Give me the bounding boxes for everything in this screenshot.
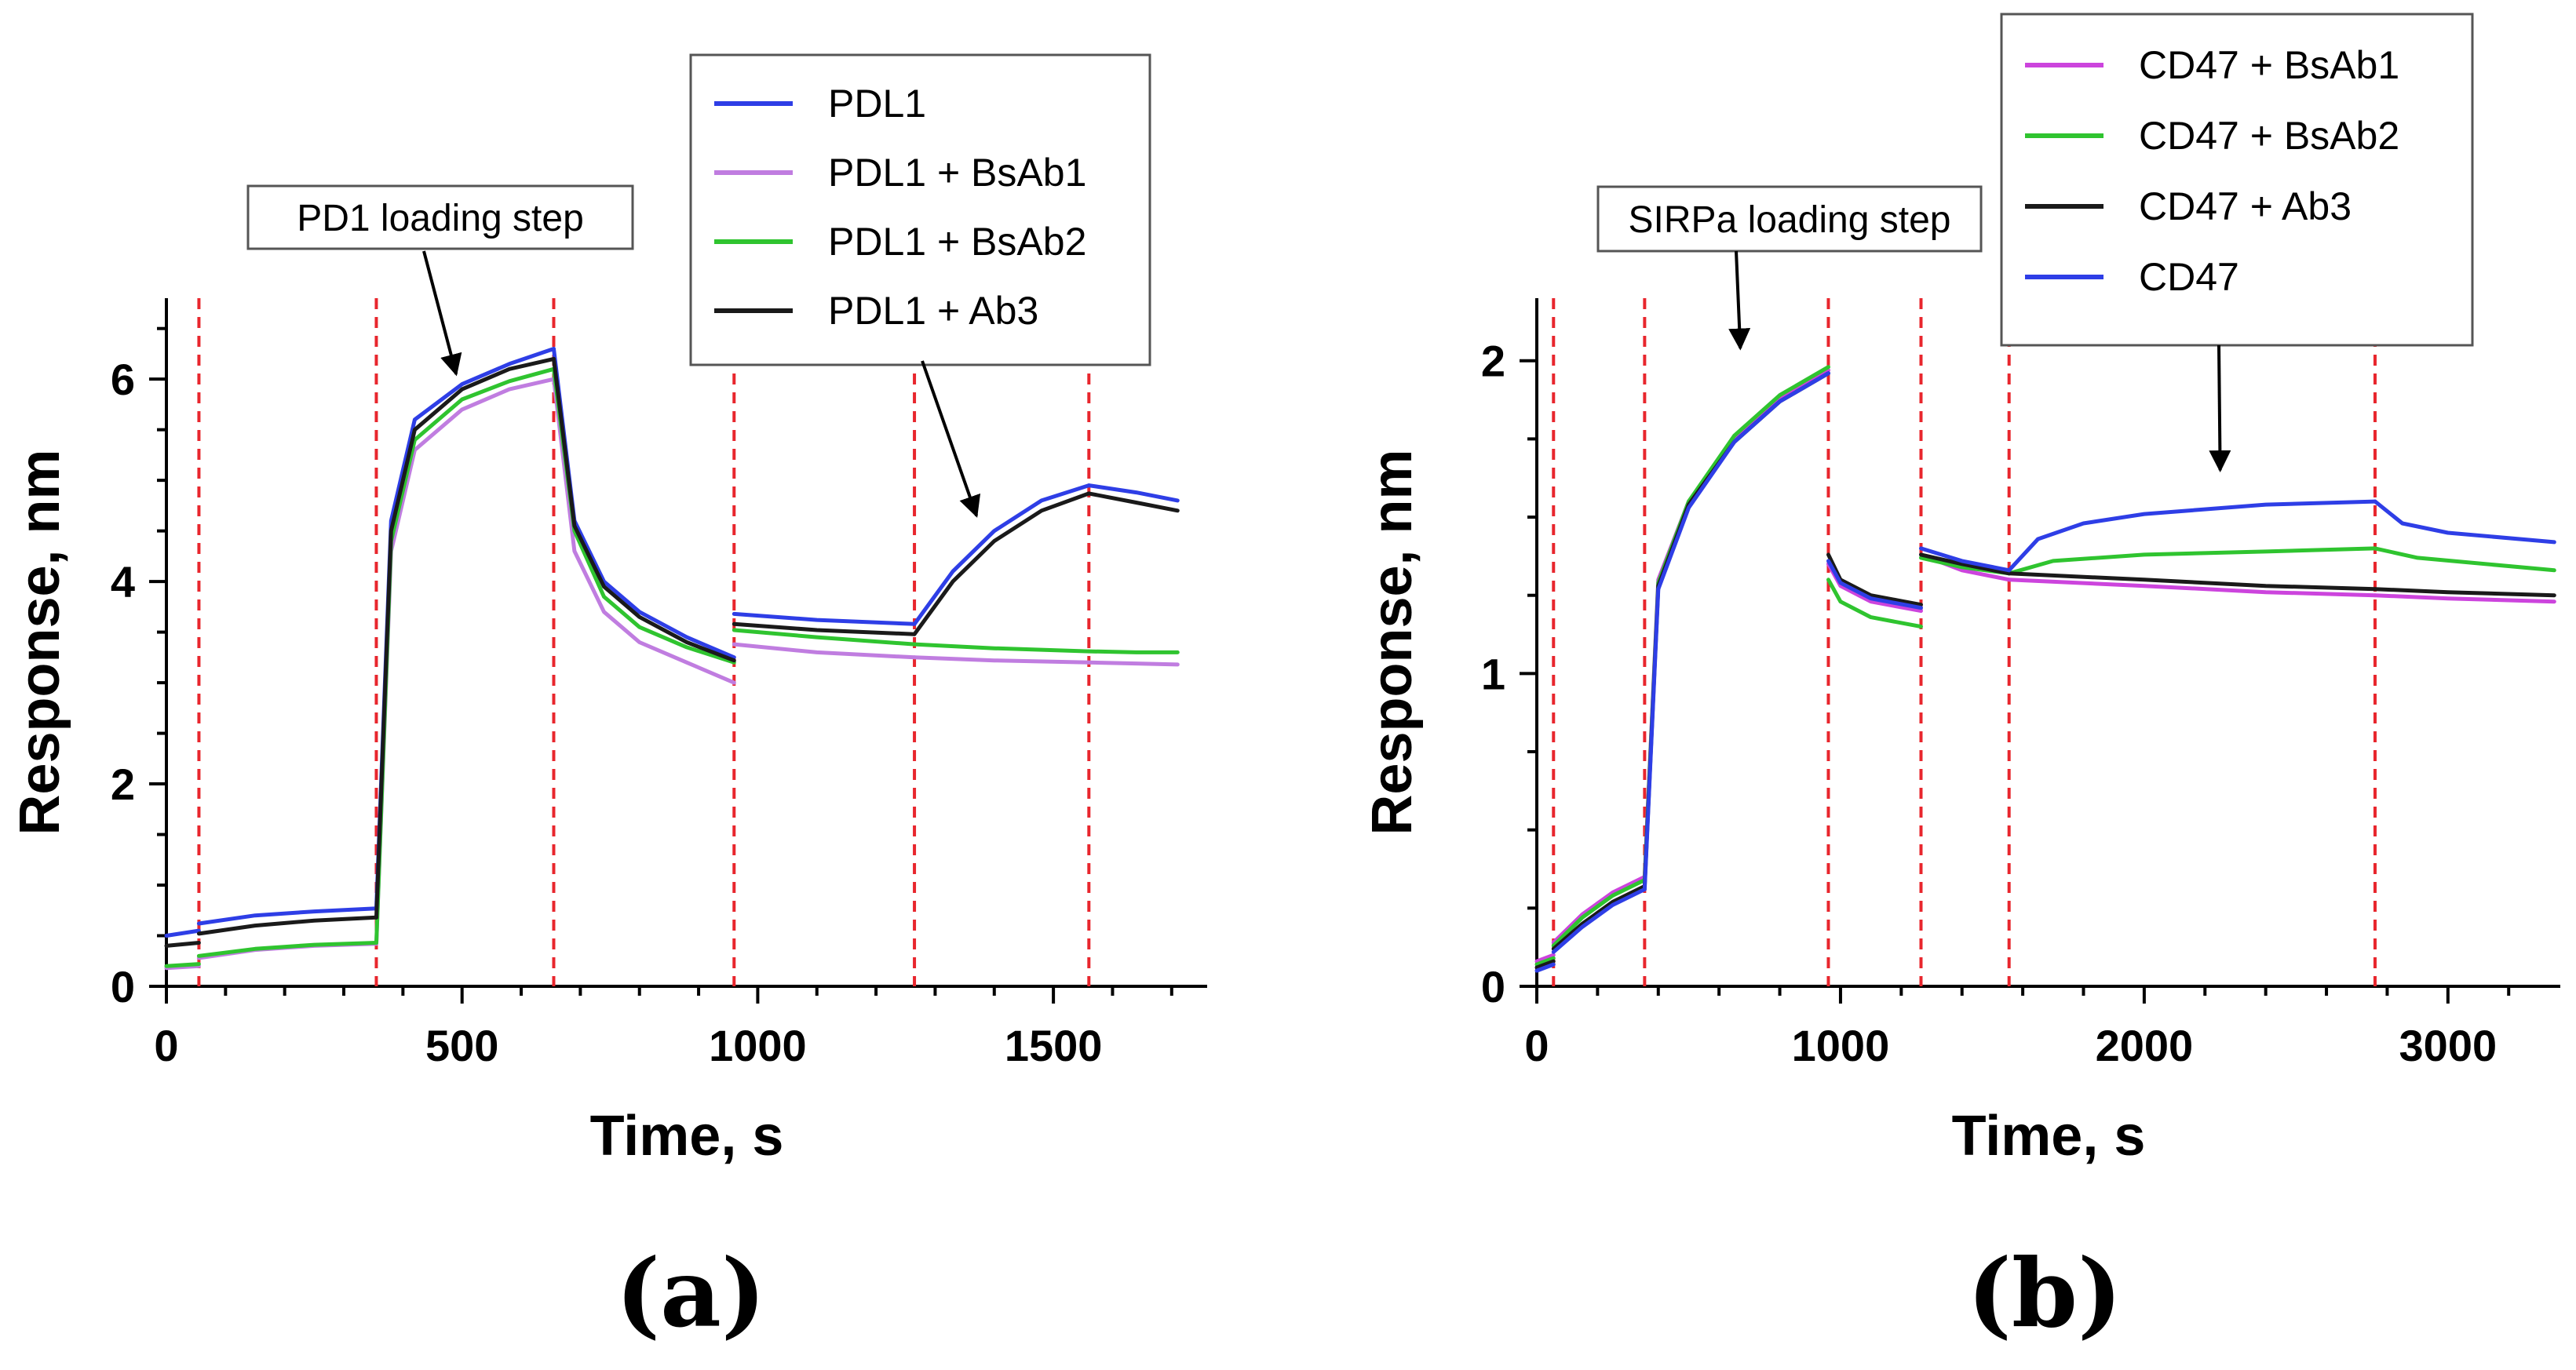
legend-label: PDL1 (828, 82, 926, 126)
series-line-pdl1 (164, 928, 201, 938)
annotation-arrow (1728, 250, 1751, 351)
y-tick-label: 0 (1481, 962, 1505, 1011)
series-line-pdl1-bsab2 (374, 366, 556, 945)
y-axis-title: Response, nm (1361, 449, 1424, 835)
legend-label: PDL1 + BsAb2 (828, 220, 1086, 264)
series-line-cd47-bsab2 (2007, 546, 2377, 576)
series-line-cd47-ab3 (2007, 571, 2377, 592)
legend-label: PDL1 + BsAb1 (828, 151, 1086, 195)
panel-a-chart: 0 500 1000 1500 0 2 4 6 Time, s Response, nm PDL1 P… (9, 53, 1207, 1349)
series-line-pdl1-bsab2 (912, 642, 1091, 654)
series-line-cd47-ab3 (2373, 587, 2556, 598)
series-line-cd47-bsab1 (1642, 368, 1830, 879)
series-line-pdl1 (732, 611, 917, 626)
series-line-pdl1-ab3 (164, 941, 201, 948)
series-line-pdl1-bsab1 (1086, 660, 1180, 667)
series-line-pdl1-bsab1 (552, 377, 736, 685)
series-line-cd47-bsab1 (1534, 953, 1556, 964)
series-line-cd47-bsab1 (2373, 593, 2556, 604)
panel-label: (b) (1967, 1238, 2122, 1349)
annotation-box (1596, 185, 1983, 253)
x-axis-title: Time, s (590, 1105, 784, 1168)
annotation-label: PD1 loading step (297, 198, 584, 239)
series-line-pdl1-bsab1 (164, 964, 201, 971)
series-line-pdl1-ab3 (196, 915, 378, 936)
series-line-pdl1-ab3 (374, 356, 556, 920)
series-line-pdl1 (1086, 483, 1180, 503)
x-axis-title: Time, s (1952, 1105, 2146, 1168)
y-tick-label: 2 (1481, 337, 1505, 386)
x-tick-label: 1000 (1792, 1021, 1890, 1070)
series-line-cd47 (1642, 371, 1830, 891)
y-tick-label: 6 (111, 355, 135, 404)
legend-box (689, 53, 1151, 366)
annotation-arrow (422, 250, 462, 377)
series-line-pdl1-bsab2 (1086, 649, 1180, 654)
series-line-cd47-bsab2 (1551, 878, 1647, 948)
series-line-pdl1 (552, 347, 736, 660)
series-line-cd47 (1919, 546, 2012, 573)
legend-label: CD47 (2139, 255, 2239, 299)
series-line-cd47-bsab2 (1826, 578, 1923, 629)
series-line-pdl1-ab3 (912, 491, 1091, 636)
legend-label: PDL1 + Ab3 (828, 289, 1038, 333)
series-line-pdl1 (196, 906, 378, 926)
series-line-cd47-ab3 (1826, 552, 1923, 607)
series-line-cd47 (2007, 499, 2377, 573)
series-line-pdl1-ab3 (732, 621, 917, 636)
panel-label: (a) (615, 1238, 765, 1349)
annotation-arrow (2209, 344, 2231, 473)
series-line-cd47 (1551, 887, 1647, 954)
series-line-pdl1-bsab2 (732, 628, 917, 647)
series-line-pdl1 (374, 347, 556, 911)
series-line-cd47-bsab2 (1642, 365, 1830, 882)
annotation-arrow (921, 360, 981, 518)
series-line-pdl1-bsab2 (196, 941, 378, 958)
series-line-pdl1-ab3 (1086, 491, 1180, 513)
x-tick-label: 2000 (2096, 1021, 2194, 1070)
x-tick-label: 1500 (1005, 1021, 1103, 1070)
y-tick-label: 4 (111, 557, 135, 607)
x-tick-label: 1000 (709, 1021, 807, 1070)
legend-box (2000, 13, 2474, 347)
series-line-cd47-bsab2 (2373, 546, 2556, 573)
annotation-label: SIRPa loading step (1629, 199, 1951, 241)
series-line-cd47-bsab1 (2007, 578, 2377, 598)
legend-label: CD47 + BsAb1 (2139, 43, 2399, 87)
x-tick-label: 500 (425, 1021, 498, 1070)
series-line-cd47-bsab2 (1534, 956, 1556, 967)
series-line-pdl1-bsab1 (732, 642, 917, 660)
series-line-cd47-ab3 (1642, 371, 1830, 888)
legend-label: CD47 + Ab3 (2139, 184, 2352, 228)
series-line-pdl1-bsab1 (912, 655, 1091, 665)
y-tick-label: 1 (1481, 649, 1505, 698)
series-line-cd47 (2373, 499, 2556, 545)
series-line-cd47-ab3 (1919, 552, 2012, 576)
series-line-cd47 (1826, 559, 1923, 610)
series-line-cd47-ab3 (1551, 884, 1647, 951)
annotation-box (246, 184, 634, 250)
y-tick-label: 0 (111, 962, 135, 1011)
series-line-pdl1 (912, 483, 1091, 626)
series-line-cd47-bsab1 (1551, 875, 1647, 945)
x-tick-label: 0 (154, 1021, 178, 1070)
series-line-pdl1-ab3 (552, 356, 736, 663)
series-line-pdl1-bsab2 (164, 962, 201, 968)
panel-b-chart: 0 1000 2000 3000 0 1 2 Time, s Response, nm CD47 … (1361, 13, 2560, 1349)
y-axis-title: Response, nm (9, 449, 71, 835)
y-tick-label: 2 (111, 760, 135, 809)
x-tick-label: 0 (1524, 1021, 1549, 1070)
x-tick-label: 3000 (2399, 1021, 2498, 1070)
series-line-cd47-ab3 (1534, 959, 1556, 970)
legend-label: CD47 + BsAb2 (2139, 114, 2399, 158)
series-line-cd47 (1534, 962, 1556, 973)
